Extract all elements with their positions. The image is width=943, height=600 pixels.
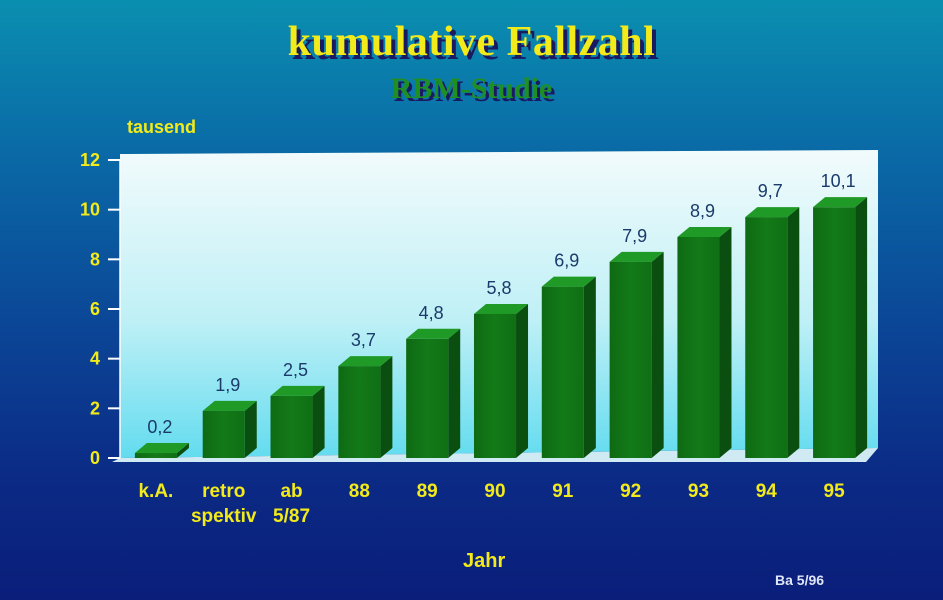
bar-top-10 — [813, 197, 868, 208]
bar-4 — [406, 338, 449, 458]
bar-side-8 — [719, 226, 732, 458]
bar-top-3 — [338, 356, 393, 367]
bar-2 — [270, 395, 313, 458]
bar-8 — [677, 236, 720, 458]
x-tick-label-1-line-1: spektiv — [191, 506, 257, 527]
y-tick-label-0: 0 — [90, 448, 100, 468]
bar-value-label-4: 4,8 — [419, 303, 444, 323]
bar-7 — [609, 261, 652, 458]
bar-9 — [745, 217, 788, 458]
bar-side-1 — [244, 400, 257, 458]
y-tick-label-6: 12 — [80, 150, 100, 170]
bar-10 — [813, 207, 856, 458]
bar-value-label-6: 6,9 — [554, 251, 579, 271]
bar-side-2 — [312, 385, 325, 458]
footnote: Ba 5/96 — [775, 572, 825, 588]
x-tick-label-8: 93 — [688, 481, 709, 502]
bar-side-7 — [651, 251, 664, 458]
bar-side-4 — [448, 328, 461, 458]
bar-value-label-2: 2,5 — [283, 360, 308, 380]
bar-side-9 — [787, 207, 800, 458]
bar-value-label-9: 9,7 — [758, 181, 783, 201]
bar-side-0 — [176, 443, 189, 458]
bar-5 — [473, 313, 517, 458]
x-tick-label-3: 88 — [349, 481, 370, 502]
x-tick-label-2-line-1: 5/87 — [273, 506, 310, 527]
bar-side-5 — [516, 303, 529, 458]
x-tick-label-4: 89 — [417, 481, 438, 502]
chart-title: kumulative Fallzahl — [287, 19, 656, 65]
y-tick-label-1: 2 — [90, 398, 100, 418]
x-tick-label-1-line-0: retro — [202, 481, 245, 502]
bar-top-4 — [406, 328, 461, 339]
y-tick-label-3: 6 — [90, 299, 100, 319]
bar-1 — [202, 410, 245, 458]
x-tick-label-0: k.A. — [138, 481, 173, 502]
x-tick-label-2-line-0: ab — [280, 481, 302, 502]
bar-top-9 — [745, 207, 800, 218]
bar-value-label-5: 5,8 — [486, 278, 511, 298]
y-axis-unit-label: tausend — [127, 117, 197, 137]
y-tick-label-4: 8 — [90, 249, 100, 269]
bar-top-8 — [677, 226, 732, 237]
x-tick-label-5: 90 — [484, 481, 505, 502]
bar-value-label-0: 0,2 — [147, 417, 172, 437]
bar-top-5 — [473, 303, 529, 314]
bar-side-6 — [583, 276, 596, 458]
bar-value-label-8: 8,9 — [690, 201, 715, 221]
bar-value-label-3: 3,7 — [351, 330, 376, 350]
chart-subtitle: RBM-Studie — [390, 72, 553, 105]
bar-top-6 — [541, 276, 596, 287]
bar-3 — [338, 366, 381, 458]
bar-value-label-1: 1,9 — [215, 375, 240, 395]
bar-6 — [541, 286, 584, 458]
y-tick-label-5: 10 — [80, 200, 100, 220]
x-tick-label-6: 91 — [552, 481, 574, 502]
bar-top-0 — [134, 443, 189, 454]
x-tick-label-10: 95 — [824, 481, 846, 502]
bar-top-7 — [609, 251, 664, 262]
x-axis-title: Jahr — [463, 550, 506, 572]
bar-top-1 — [202, 400, 257, 411]
bar-0 — [134, 453, 177, 458]
bar-side-3 — [380, 356, 393, 458]
bar-top-2 — [270, 385, 325, 396]
x-tick-label-7: 92 — [620, 481, 641, 502]
bar-value-label-10: 10,1 — [821, 171, 856, 191]
y-tick-label-2: 4 — [90, 349, 100, 369]
x-tick-label-9: 94 — [756, 481, 778, 502]
bar-side-10 — [855, 197, 868, 458]
bar-value-label-7: 7,9 — [622, 226, 647, 246]
